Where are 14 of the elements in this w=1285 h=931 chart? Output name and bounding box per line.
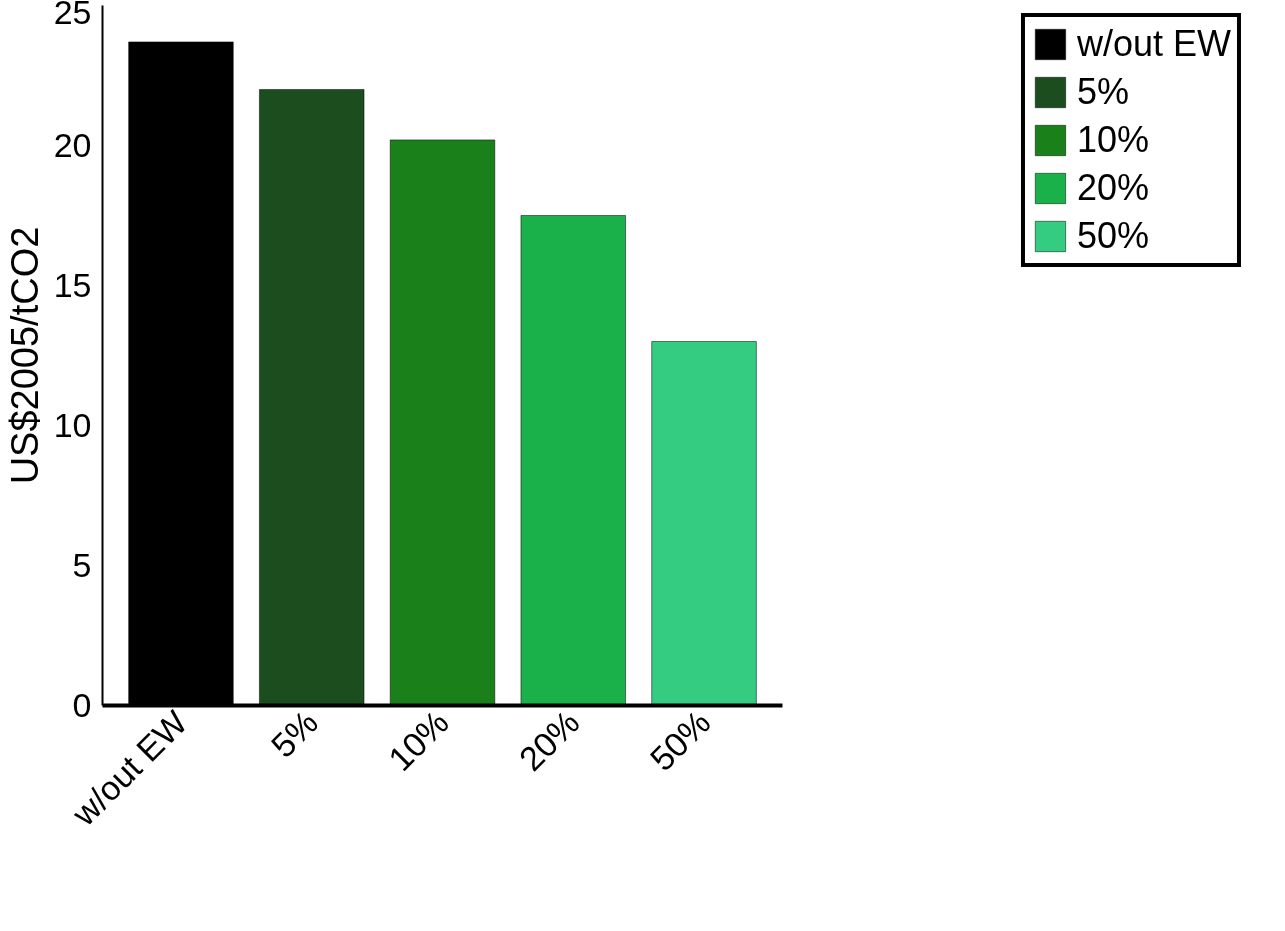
y-tick-label: 10	[53, 406, 92, 444]
y-tick-label: 15	[53, 266, 92, 304]
x-tick-label: 5%	[263, 703, 326, 765]
legend-label: w/out EW	[1076, 23, 1232, 65]
y-axis-title: US$2005/tCO2	[3, 226, 46, 485]
y-tick-label: 5	[72, 546, 92, 584]
legend-label: 10%	[1076, 119, 1150, 161]
y-tick-label: 20	[53, 126, 92, 164]
legend-label: 50%	[1076, 215, 1150, 257]
legend-label: 5%	[1076, 71, 1130, 113]
y-tick-label: 25	[53, 0, 92, 31]
legend-label: 20%	[1076, 167, 1150, 209]
y-tick-label: 0	[72, 686, 92, 724]
x-tick-label: 50%	[642, 703, 718, 779]
